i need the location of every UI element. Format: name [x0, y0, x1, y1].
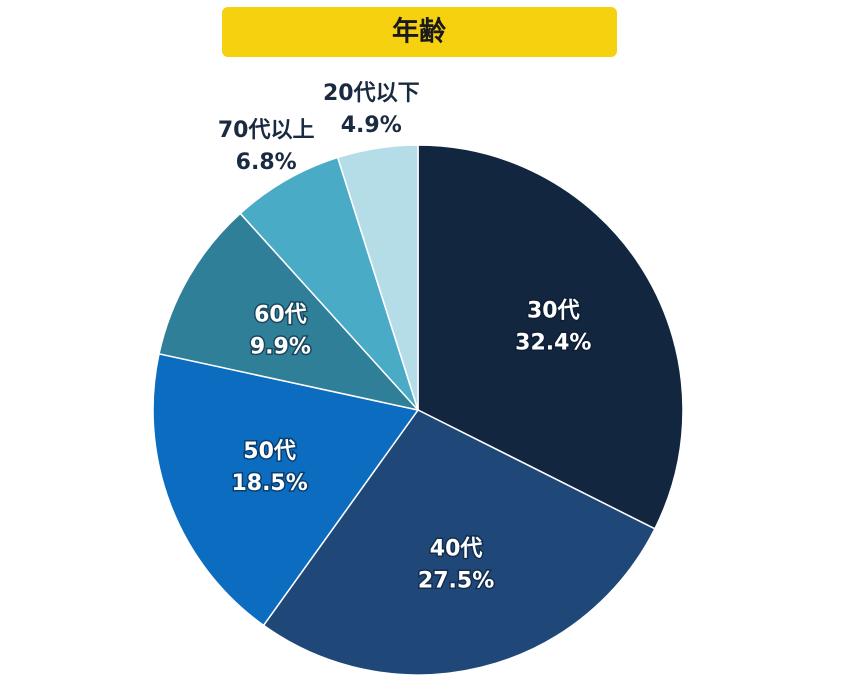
value-label: 18.5% [231, 471, 307, 496]
pie-slice [152, 352, 420, 627]
value-label: 4.9% [341, 113, 402, 138]
slice-label: 50代 [243, 439, 296, 464]
value-label: 27.5% [418, 568, 494, 593]
slice-label: 20代以下 [323, 81, 420, 106]
slice-label: 60代 [254, 302, 307, 327]
slice-label: 30代 [527, 298, 580, 323]
value-label: 6.8% [236, 150, 297, 175]
pie-slice [417, 144, 684, 530]
value-label: 9.9% [250, 334, 311, 359]
pie-slice [158, 212, 421, 412]
slice-label: 70代以上 [218, 118, 315, 143]
title-box [222, 7, 617, 57]
pie-slice [239, 156, 419, 411]
pie-slice [262, 409, 656, 676]
chart-title: 年齢 [392, 16, 446, 48]
slice-label: 40代 [430, 536, 483, 561]
value-label: 32.4% [515, 330, 591, 355]
pie-slice [336, 144, 419, 411]
